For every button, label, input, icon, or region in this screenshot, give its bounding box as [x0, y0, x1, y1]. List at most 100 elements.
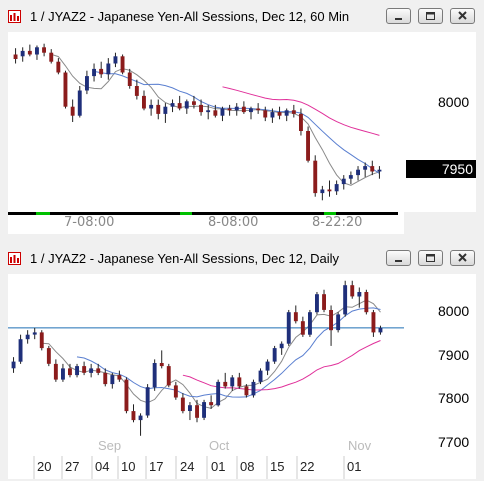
x-tick-label: 17: [149, 459, 164, 474]
candle-up: [77, 90, 82, 116]
candle-up: [315, 294, 319, 313]
candle-down: [46, 348, 51, 364]
candle-up: [343, 285, 348, 315]
price-axis[interactable]: 8000 7950: [404, 32, 476, 212]
candle-up: [320, 189, 325, 194]
month-label: Nov: [348, 438, 372, 453]
candle-up: [85, 76, 89, 91]
candle-down: [159, 363, 164, 367]
candle-up: [341, 178, 346, 185]
candle-down: [195, 405, 199, 418]
time-axis[interactable]: Sep Oct Nov 20 27 04 10 17 24 01 08 15 2…: [8, 438, 404, 479]
candle-up: [348, 175, 353, 179]
close-icon: [458, 253, 467, 262]
x-tick-label: 22: [300, 459, 315, 474]
candle-down: [63, 72, 68, 107]
chart-window-60min: 1 / JYAZ2 - Japanese Yen-All Sessions, D…: [0, 0, 484, 236]
time-axis[interactable]: 7-08:00 8-08:00 8-22:20: [8, 212, 404, 234]
x-tick-label: 10: [121, 459, 136, 474]
candle-down: [350, 285, 355, 297]
candle-up: [106, 63, 111, 75]
candle-down: [156, 104, 161, 114]
minimize-button[interactable]: [386, 8, 411, 24]
candle-down: [127, 72, 132, 86]
candle-up: [92, 68, 96, 77]
candle-down: [322, 294, 326, 310]
candle-up: [75, 366, 79, 376]
maximize-icon: [426, 254, 435, 262]
price-plot[interactable]: [8, 32, 404, 212]
candle-down: [364, 292, 369, 313]
maximize-button[interactable]: [418, 250, 443, 266]
candle-down: [27, 50, 32, 55]
chart-app-icon: [8, 10, 21, 23]
title-bar[interactable]: 1 / JYAZ2 - Japanese Yen-All Sessions, D…: [0, 0, 484, 31]
candle-up: [18, 339, 23, 362]
x-tick-label: 24: [180, 459, 195, 474]
price-plot[interactable]: [8, 274, 404, 456]
candle-down: [131, 411, 136, 421]
candle-down: [244, 386, 249, 396]
session-bar: [8, 212, 398, 215]
candle-up: [188, 405, 192, 411]
maximize-button[interactable]: [418, 8, 443, 24]
session-marker: [324, 212, 336, 215]
candle-up: [258, 370, 263, 382]
session-bar-fill: [8, 212, 398, 215]
chart-app-icon: [8, 252, 21, 265]
candle-down: [117, 375, 122, 380]
candle-down: [299, 113, 303, 131]
x-tick-label: 20: [37, 459, 52, 474]
candle-up: [206, 110, 211, 113]
candle-up: [113, 56, 118, 64]
candle-down: [134, 86, 139, 96]
x-tick-label: 08: [240, 459, 255, 474]
ma-long-line: [182, 340, 381, 391]
candle-up: [35, 47, 39, 55]
price-axis[interactable]: 8000 7900 7800 7700: [404, 274, 476, 479]
candle-down: [371, 312, 376, 333]
close-button[interactable]: [450, 250, 475, 266]
x-tick-label: 04: [95, 459, 110, 474]
x-tick-label: 15: [270, 459, 285, 474]
candle-down: [42, 47, 46, 53]
close-button[interactable]: [450, 8, 475, 24]
candle-up: [249, 108, 253, 113]
candle-down: [223, 381, 228, 387]
candle-down: [370, 166, 375, 172]
candle-up: [89, 368, 94, 373]
y-tick-label: 8000: [438, 94, 470, 110]
candle-up: [279, 343, 284, 349]
window-title: 1 / JYAZ2 - Japanese Yen-All Sessions, D…: [30, 9, 350, 24]
candle-down: [300, 321, 305, 335]
session-marker: [36, 212, 50, 215]
candle-up: [20, 50, 25, 57]
candle-up: [170, 103, 175, 107]
candle-up: [11, 361, 16, 369]
candle-down: [96, 368, 101, 373]
candle-up: [202, 402, 206, 418]
candle-down: [327, 189, 332, 192]
candle-up: [138, 415, 143, 421]
x-tick-label: 8-08:00: [208, 215, 259, 230]
y-tick-label: 8000: [438, 303, 470, 319]
candle-down: [13, 54, 18, 59]
candle-up: [230, 377, 235, 387]
candle-down: [199, 104, 203, 113]
minimize-button[interactable]: [386, 250, 411, 266]
x-tick-label: 27: [65, 459, 80, 474]
month-label: Sep: [98, 438, 122, 453]
candle-up: [184, 101, 189, 109]
y-tick-label: 7900: [438, 347, 470, 363]
candle-up: [234, 106, 239, 111]
candle-up: [61, 368, 65, 380]
month-label: Oct: [209, 438, 230, 453]
candle-down: [192, 101, 196, 105]
candle-up: [363, 166, 368, 170]
candle-down: [291, 110, 296, 114]
candle-down: [82, 366, 87, 373]
candle-up: [286, 312, 291, 344]
title-bar[interactable]: 1 / JYAZ2 - Japanese Yen-All Sessions, D…: [0, 242, 484, 273]
candle-down: [277, 112, 282, 116]
candle-down: [120, 56, 125, 73]
